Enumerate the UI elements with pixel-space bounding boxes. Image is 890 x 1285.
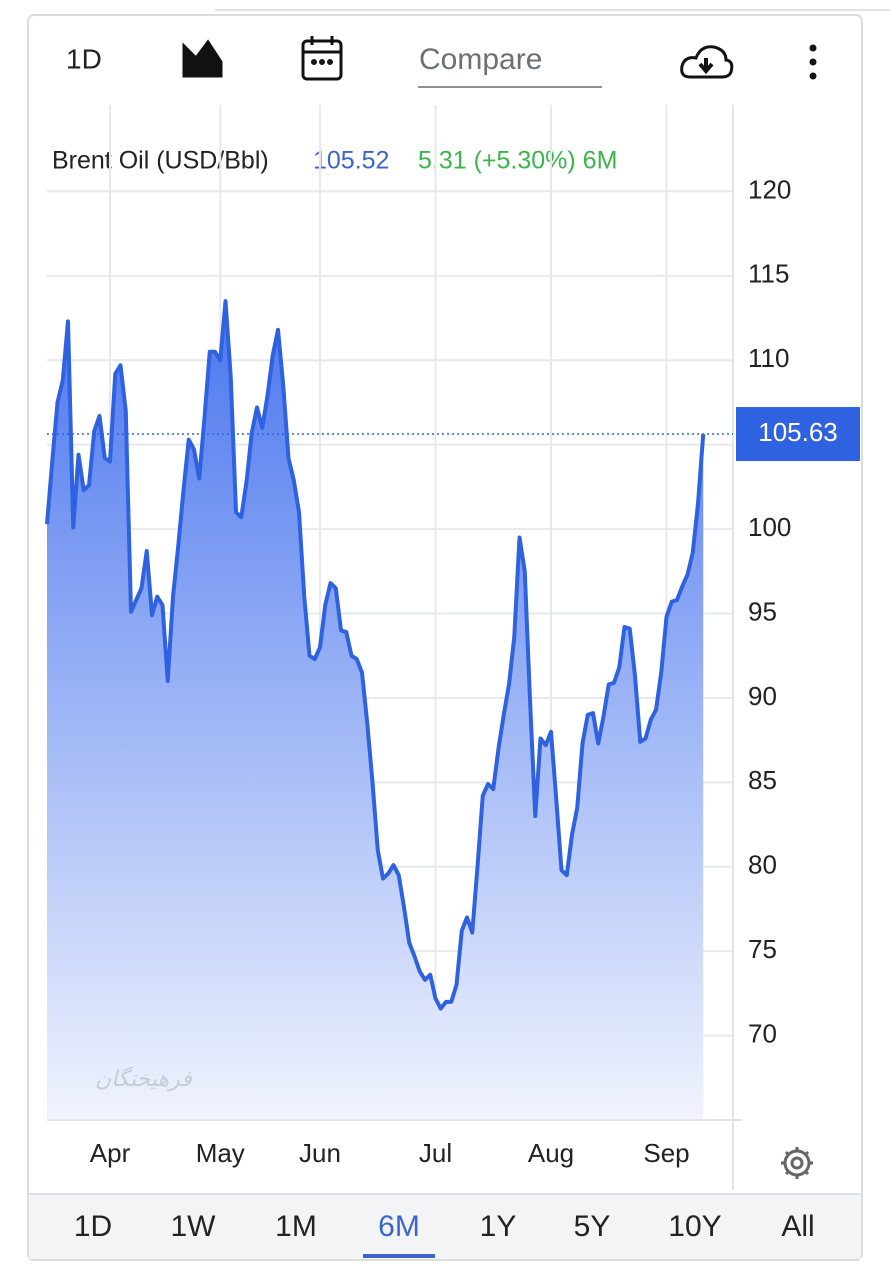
active-tab-indicator [363, 1254, 435, 1258]
range-tab[interactable]: 1Y [480, 1210, 517, 1243]
range-bar [29, 1194, 861, 1259]
y-tick-label: 120 [748, 174, 791, 204]
interval-button[interactable]: 1D [66, 43, 102, 74]
x-tick-label: Apr [90, 1138, 131, 1168]
instrument-name: Brent Oil (USD/Bbl) [52, 147, 269, 175]
x-tick-label: Sep [643, 1138, 689, 1168]
price-change: 5.31 (+5.30%) 6M [418, 147, 617, 175]
range-tab[interactable]: 1W [171, 1210, 217, 1243]
range-tab[interactable]: 1D [74, 1210, 112, 1243]
chart-type-icon[interactable] [182, 39, 223, 78]
price-line [45, 299, 706, 1011]
range-tab[interactable]: 10Y [668, 1210, 721, 1243]
x-tick-label: Jul [419, 1138, 452, 1168]
y-tick-label: 85 [748, 765, 777, 795]
last-price-label: 105.63 [758, 417, 838, 447]
y-tick-label: 95 [748, 596, 777, 626]
y-tick-label: 75 [748, 934, 777, 964]
x-tick-label: Aug [528, 1138, 574, 1168]
more-menu[interactable] [809, 44, 817, 80]
settings-icon[interactable] [781, 1147, 813, 1179]
last-price-badge [736, 407, 860, 462]
range-tab[interactable]: 6M [378, 1210, 420, 1243]
y-tick-label: 115 [748, 259, 789, 289]
price: 105.52 [313, 147, 389, 175]
range-tab[interactable]: All [781, 1210, 814, 1243]
y-tick-label: 90 [748, 681, 777, 711]
y-tick-label: 70 [748, 1018, 777, 1048]
watermark: فرهیختگان [95, 1066, 192, 1092]
y-tick-label: 110 [748, 343, 789, 373]
y-tick-label: 80 [748, 850, 777, 880]
download-icon[interactable] [680, 45, 734, 79]
calendar-icon[interactable] [301, 36, 343, 81]
x-tick-label: Jun [299, 1138, 341, 1168]
compare-input[interactable]: Compare [419, 43, 542, 76]
area-fill [47, 301, 704, 1120]
range-tab[interactable]: 5Y [574, 1210, 611, 1243]
range-tab[interactable]: 1M [275, 1210, 317, 1243]
x-tick-label: May [196, 1138, 245, 1168]
y-tick-label: 100 [748, 512, 791, 542]
